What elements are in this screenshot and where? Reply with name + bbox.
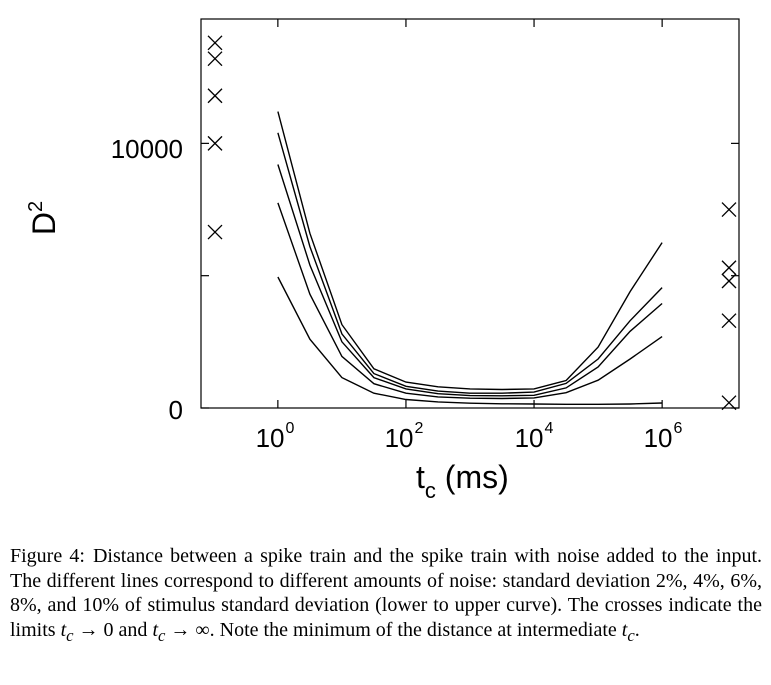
limit-cross-marker — [721, 395, 737, 411]
y-tick-label: 10000 — [111, 134, 183, 164]
x-axis-label: tc (ms) — [416, 459, 509, 503]
limit-cross-marker — [207, 224, 223, 240]
x-tick-labels: 100 102 104 106 — [256, 420, 683, 453]
limit-crosses — [207, 35, 737, 411]
series-line-10pct — [277, 111, 663, 391]
limit-cross-marker — [207, 88, 223, 104]
limit-cross-marker — [207, 35, 223, 51]
plot-frame — [200, 18, 740, 409]
tc-symbol: tc — [152, 618, 166, 645]
x-tick-label: 104 — [515, 420, 554, 453]
x-tick-label: 106 — [644, 420, 683, 453]
figure-plot: 0 10000 100 102 104 106 tc (ms) D2 — [25, 18, 740, 503]
limit-cross-marker — [207, 51, 223, 67]
limit-cross-marker — [721, 273, 737, 289]
tc-symbol: tc — [621, 618, 635, 645]
limit-cross-marker — [721, 202, 737, 217]
figure-caption: Figure 4: Distance between a spike train … — [10, 544, 762, 648]
caption-text-limit-infinity: → ∞. Note the minimum of the distance at… — [165, 618, 622, 641]
caption-text-limit-zero: → 0 and — [73, 618, 153, 641]
limit-cross-marker — [721, 260, 737, 276]
series-line-2pct — [277, 276, 663, 405]
tc-symbol: tc — [60, 618, 74, 645]
x-tick-label: 100 — [256, 420, 295, 453]
limit-cross-marker — [721, 313, 737, 329]
caption-text: Distance between a spike train and the s… — [10, 545, 762, 641]
y-tick-label: 0 — [169, 395, 183, 425]
series-line-8pct — [277, 132, 663, 394]
caption-label: Figure 4: — [10, 545, 85, 567]
x-tick-label: 102 — [385, 420, 424, 453]
limit-cross-marker — [207, 135, 223, 151]
series-line-6pct — [277, 164, 663, 397]
series-line-4pct — [277, 202, 663, 400]
y-axis-label: D2 — [25, 201, 62, 235]
caption-text-end: . — [634, 618, 640, 641]
series-group — [277, 111, 663, 405]
